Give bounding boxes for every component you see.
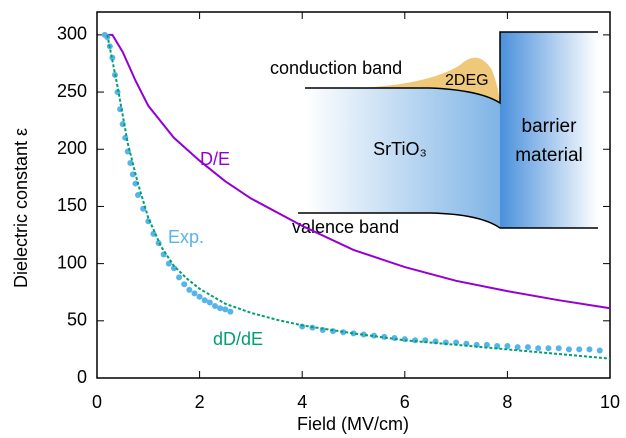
data-point	[576, 346, 583, 353]
data-point	[196, 293, 203, 300]
y-tick-label: 200	[57, 138, 87, 158]
data-point	[524, 344, 531, 351]
x-tick-label: 0	[92, 392, 102, 412]
inset-label: 2DEG	[445, 72, 489, 89]
data-point	[127, 159, 134, 166]
data-point	[211, 302, 218, 309]
y-tick-label: 300	[57, 24, 87, 44]
data-point	[586, 346, 593, 353]
barrier-region	[500, 32, 598, 228]
y-tick-label: 0	[77, 367, 87, 387]
data-point	[170, 265, 177, 272]
data-point	[565, 346, 572, 353]
x-tick-label: 8	[502, 392, 512, 412]
data-point	[545, 345, 552, 352]
x-axis-title: Field (MV/cm)	[297, 414, 409, 434]
y-axis-title: Dielectric constant ε	[11, 128, 31, 288]
data-point	[150, 230, 157, 237]
data-point	[186, 286, 193, 293]
conduction-line	[305, 31, 598, 105]
data-point	[504, 342, 511, 349]
inset-label: valence band	[292, 217, 399, 237]
data-point	[176, 274, 183, 281]
inset-label: conduction band	[270, 58, 402, 78]
substrate-region	[305, 88, 500, 228]
data-point	[191, 290, 198, 297]
inset-label: barrier	[522, 116, 578, 137]
inset-label: SrTiO₃	[373, 139, 427, 159]
x-tick-label: 4	[297, 392, 307, 412]
inset-diagram: conduction band 2DEG SrTiO₃ barrier mate…	[270, 31, 598, 237]
series-label: dD/dE	[213, 329, 263, 349]
data-point	[514, 344, 521, 351]
valence-line	[298, 212, 598, 229]
data-point	[206, 299, 213, 306]
data-point	[135, 192, 142, 198]
series-label: D/E	[200, 149, 230, 169]
series-line	[107, 33, 611, 310]
data-point	[201, 297, 208, 304]
data-point	[217, 305, 224, 312]
x-tick-label: 2	[195, 392, 205, 412]
y-tick-label: 150	[57, 195, 87, 215]
data-point	[555, 345, 562, 352]
x-tick-label: 6	[400, 392, 410, 412]
series-label: Exp.	[168, 227, 204, 247]
y-tick-label: 250	[57, 81, 87, 101]
data-point	[227, 308, 234, 315]
plot-frame	[96, 11, 611, 379]
data-point	[535, 345, 542, 352]
inset-label: material	[515, 145, 583, 166]
series-line	[106, 34, 611, 360]
x-tick-label: 10	[600, 392, 620, 412]
data-point	[483, 341, 490, 348]
y-tick-label: 100	[57, 252, 87, 272]
data-point	[596, 347, 603, 354]
y-tick-label: 50	[67, 310, 87, 330]
data-point	[222, 306, 229, 313]
data-point	[350, 330, 357, 337]
data-point	[360, 331, 367, 338]
data-point	[181, 281, 188, 288]
2deg-fill	[360, 57, 500, 103]
